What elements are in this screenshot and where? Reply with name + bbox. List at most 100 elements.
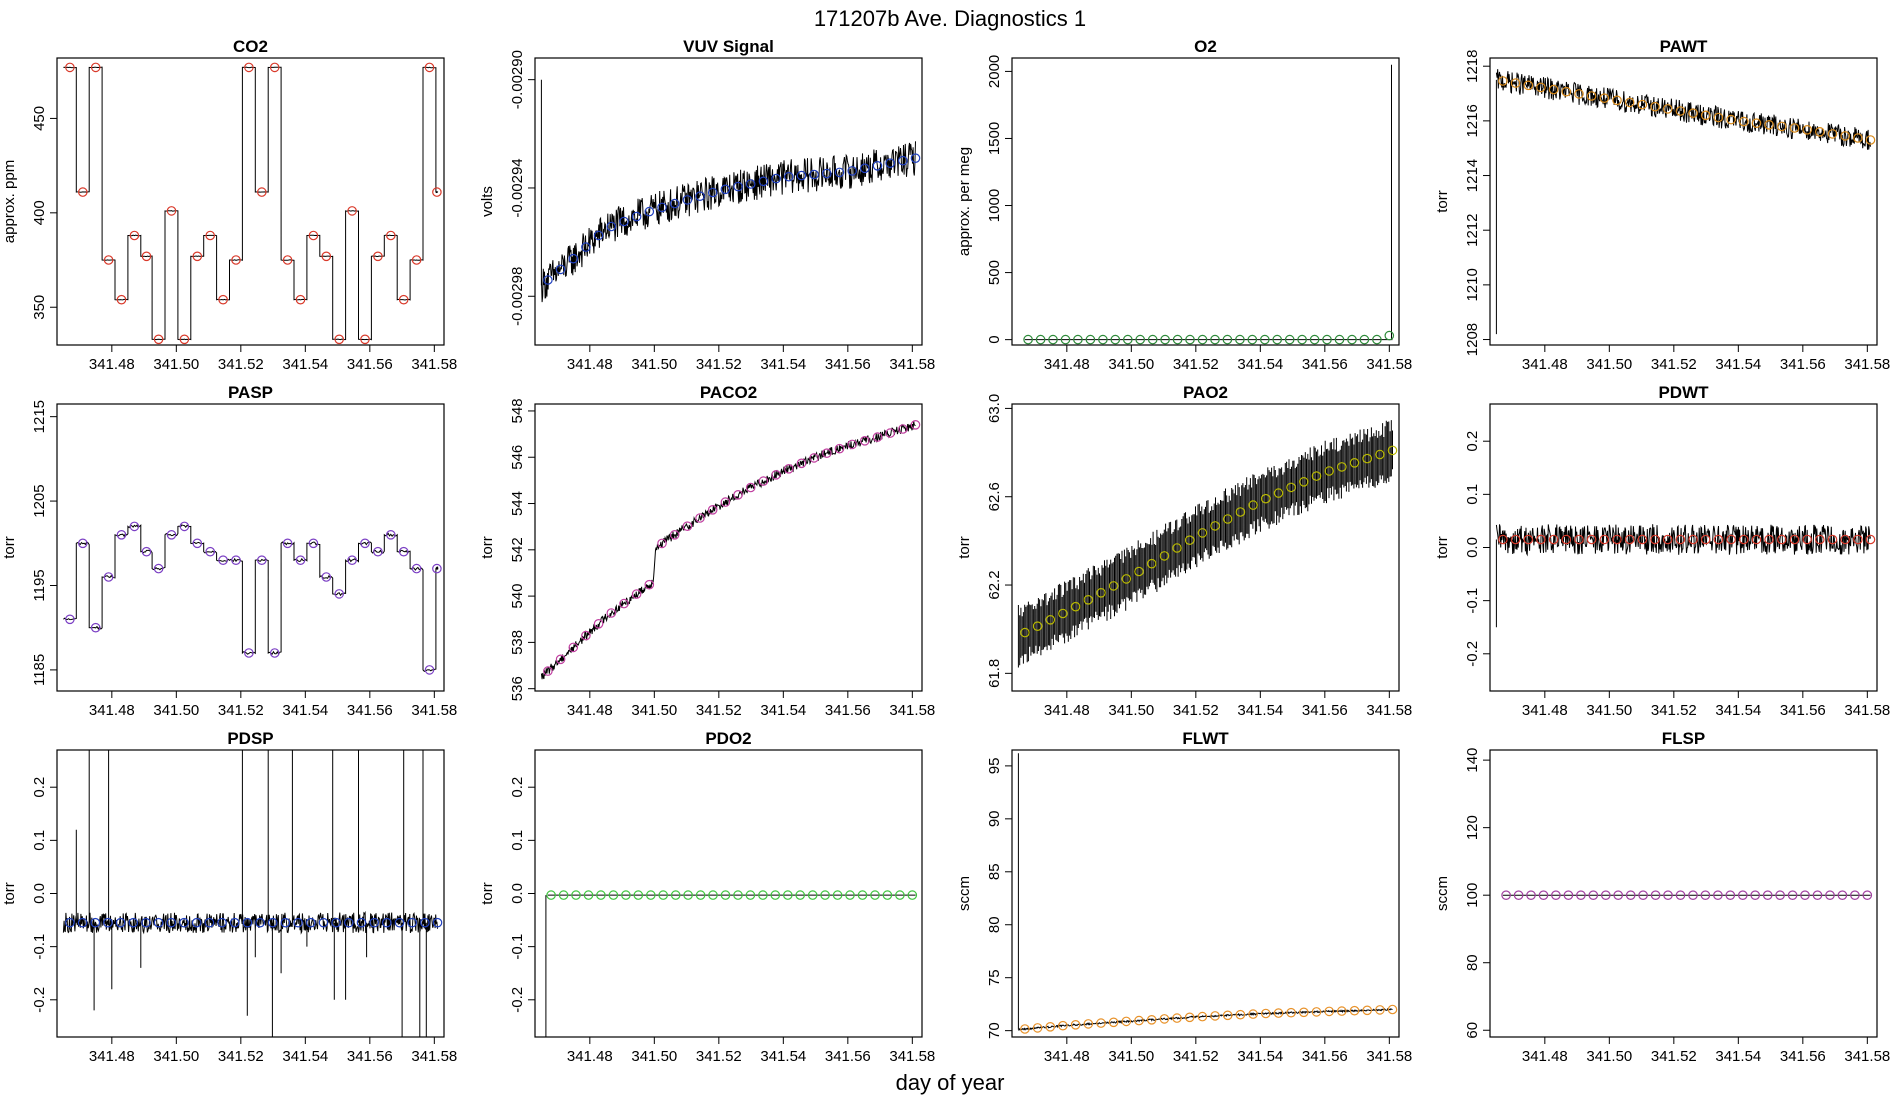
data-point — [153, 563, 164, 574]
data-point — [1700, 890, 1711, 900]
panel-title: PACO2 — [700, 383, 757, 402]
data-point — [1812, 890, 1823, 900]
data-point — [305, 917, 316, 928]
data-point — [269, 648, 280, 658]
data-point — [809, 169, 819, 180]
data-point — [1599, 93, 1610, 103]
x-tick-label: 341.48 — [1044, 1048, 1090, 1065]
data-point — [77, 917, 88, 928]
data-point — [1387, 445, 1398, 456]
data-point — [907, 890, 918, 900]
x-tick-label: 341.48 — [89, 1048, 135, 1065]
data-point — [1510, 78, 1521, 88]
x-tick-label: 341.52 — [1651, 702, 1697, 719]
data-point — [411, 255, 422, 265]
x-tick-label: 341.50 — [631, 1048, 677, 1065]
x-tick-label: 341.54 — [282, 702, 328, 719]
data-point — [1688, 890, 1698, 900]
plot-frame — [1489, 749, 1878, 1038]
y-tick-label: 0.2 — [1464, 431, 1481, 452]
data-point — [1800, 890, 1810, 900]
data-point — [1563, 890, 1574, 900]
data-point — [1513, 890, 1524, 900]
x-tick-label: 341.52 — [696, 702, 742, 719]
x-tick-label: 341.58 — [411, 702, 457, 719]
y-axis-label: approx. ppm — [1, 160, 18, 243]
data-point — [1098, 334, 1108, 345]
data-point — [1510, 534, 1521, 545]
panel-title: PDSP — [227, 729, 273, 748]
data-point — [115, 917, 126, 928]
data-point — [771, 469, 781, 480]
data-point — [1498, 76, 1508, 86]
y-tick-label: 1185 — [31, 654, 48, 686]
data-point — [847, 166, 857, 176]
y-tick-label: 1218 — [1464, 50, 1481, 83]
y-tick-label: -0.00298 — [509, 267, 526, 326]
y-tick-label: 60 — [1464, 1022, 1481, 1039]
data-point — [1372, 334, 1382, 345]
figure-xlabel: day of year — [896, 1070, 1005, 1095]
x-tick-label: 341.52 — [696, 1048, 742, 1065]
data-point — [1349, 457, 1360, 468]
data-point — [1384, 330, 1395, 341]
data-point — [166, 206, 177, 216]
data-point — [910, 419, 921, 430]
panel-pao2: PAO2 torr 341.48 341.50 341.52 341.54 341.56 34… — [956, 383, 1412, 719]
x-tick-label: 341.52 — [1173, 702, 1219, 719]
data-point — [1787, 890, 1798, 900]
data-point — [1840, 534, 1850, 545]
data-point — [583, 890, 594, 900]
y-tick-label: 61.8 — [986, 659, 1003, 688]
data-point — [1662, 104, 1673, 114]
data-point — [1650, 101, 1660, 112]
data-point — [1815, 534, 1825, 545]
data-point — [103, 572, 114, 582]
x-tick-label: 341.52 — [218, 356, 264, 373]
data-point — [1235, 507, 1246, 517]
data-point — [657, 202, 667, 213]
x-tick-label: 341.48 — [567, 356, 613, 373]
data-point — [1751, 118, 1762, 128]
data-point — [771, 173, 781, 184]
y-tick-label: 0.2 — [31, 777, 48, 798]
y-tick-label: -0.00290 — [509, 50, 526, 109]
y-axis-label: torr — [1434, 190, 1451, 213]
data-point — [1536, 82, 1546, 93]
data-point — [1160, 334, 1170, 345]
data-point — [255, 917, 265, 928]
x-tick-label: 341.58 — [1366, 1048, 1412, 1065]
data-point — [1675, 106, 1686, 116]
y-tick-label: 544 — [509, 491, 526, 516]
x-tick-label: 341.50 — [1586, 356, 1632, 373]
data-point — [783, 171, 794, 182]
data-point — [295, 294, 306, 305]
data-point — [1284, 334, 1295, 345]
x-tick-label: 341.58 — [889, 356, 935, 373]
data-point — [205, 546, 215, 557]
data-point — [1210, 521, 1220, 531]
data-point — [1197, 528, 1208, 538]
y-tick-label: 540 — [509, 584, 526, 609]
data-point — [1261, 1008, 1271, 1019]
data-point — [1638, 890, 1648, 900]
data-point — [1789, 123, 1800, 133]
data-point — [347, 555, 357, 565]
data-point — [141, 251, 152, 262]
data-point — [179, 334, 190, 345]
data-point — [1837, 890, 1848, 900]
data-point — [1764, 534, 1774, 545]
data-point — [645, 890, 656, 900]
data-point — [695, 890, 706, 900]
x-tick-label: 341.50 — [631, 702, 677, 719]
data-point — [695, 191, 705, 201]
series-line — [63, 524, 439, 672]
data-point — [1337, 1006, 1347, 1016]
data-point — [857, 890, 868, 900]
data-point — [1865, 135, 1876, 145]
data-point — [1789, 534, 1800, 545]
data-point — [1523, 80, 1534, 91]
data-point — [571, 890, 581, 900]
plot-frame — [534, 403, 923, 692]
